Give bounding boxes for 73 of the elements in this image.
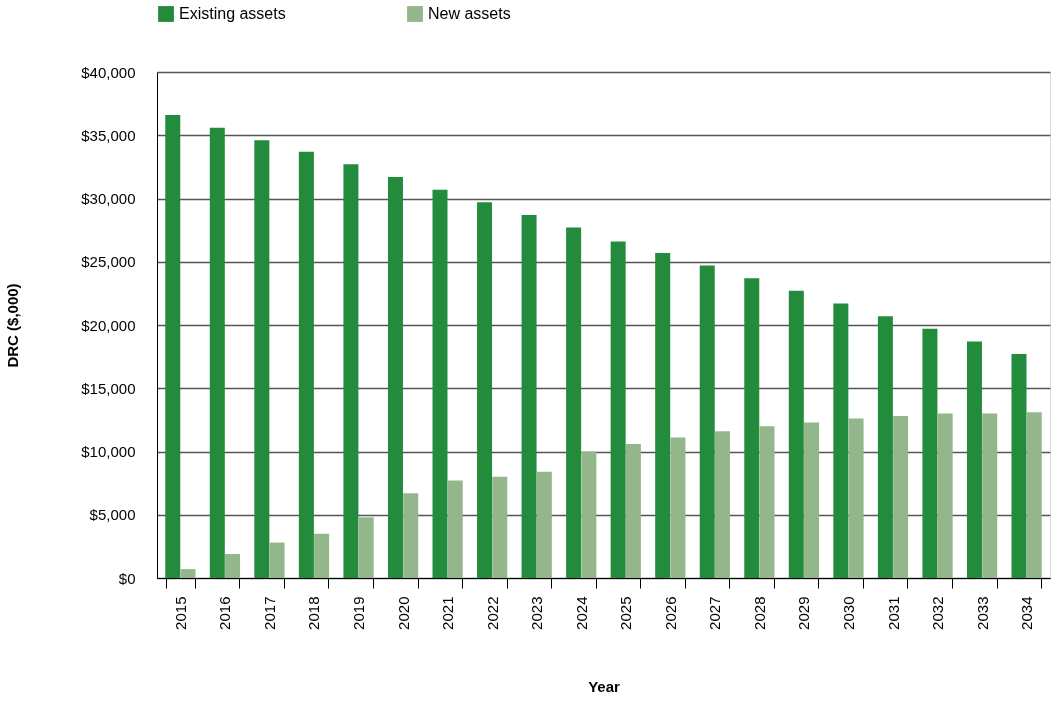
bar [833,303,849,578]
bar [269,542,285,578]
bar [403,493,419,578]
bar [566,227,582,578]
x-tick-label: 2016 [216,596,234,630]
bar [982,413,998,578]
y-tick-label: $35,000 [81,126,136,144]
bar [343,164,359,578]
y-tick-label: $20,000 [81,316,136,334]
bar [610,241,626,578]
bar [655,252,671,578]
bar [804,422,820,578]
x-axis-title: Year [588,677,621,695]
bar [447,480,463,578]
legend-label: Existing assets [179,5,286,22]
x-tick-label: 2027 [706,596,724,630]
bar [759,426,775,578]
bar [893,416,909,578]
x-tick-label: 2024 [572,596,590,630]
bar [877,316,893,578]
y-axis-title: DRC ($,000) [4,283,22,368]
x-tick-label: 2017 [260,596,278,630]
x-tick-label: 2030 [839,596,857,630]
y-tick-label: $25,000 [81,253,136,271]
x-tick-label: 2029 [795,596,813,630]
bar [1011,354,1027,578]
bar [536,471,552,578]
x-tick-label: 2032 [929,596,947,630]
y-tick-label: $0 [118,569,136,587]
bar [165,115,181,578]
x-tick-label: 2022 [483,596,501,630]
x-tick-label: 2021 [439,596,457,630]
bar [670,437,686,578]
bar [314,533,330,578]
x-tick-label: 2019 [350,596,368,630]
bar [966,341,982,578]
bar [209,127,225,578]
x-tick-label: 2020 [394,596,412,630]
bar [521,214,537,578]
bar [225,553,241,578]
bar [788,290,804,578]
bar [254,140,270,578]
x-tick-label: 2026 [661,596,679,630]
bar [848,418,864,578]
bar [744,278,760,578]
bar [432,189,448,578]
x-tick-label: 2031 [884,596,902,630]
x-tick-label: 2023 [528,596,546,630]
y-tick-label: $15,000 [81,379,136,397]
legend-label: New assets [428,5,511,22]
bar [298,151,314,578]
y-tick-label: $10,000 [81,443,136,460]
y-tick-label: $30,000 [81,190,136,207]
x-tick-label: 2034 [1018,596,1036,630]
x-tick-label: 2018 [305,596,323,630]
bar [180,569,196,578]
bar [922,328,938,578]
y-tick-label: $40,000 [81,63,136,81]
bar [625,443,641,578]
bar [1026,412,1042,578]
bar [477,202,493,578]
bar [358,517,374,578]
bar [937,413,953,578]
y-tick-label: $5,000 [89,506,136,524]
x-tick-label: 2033 [973,596,991,630]
bar [387,177,403,578]
x-tick-label: 2015 [171,596,189,630]
bar [581,451,597,578]
bar [492,476,508,578]
x-tick-label: 2028 [750,596,768,630]
x-tick-label: 2025 [617,596,635,630]
bar [699,265,715,578]
bar [714,431,730,578]
